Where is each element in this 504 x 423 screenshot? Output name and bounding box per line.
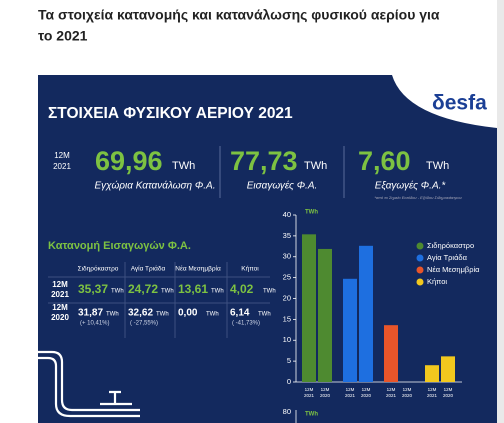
x-tick-label: 12M xyxy=(444,387,453,392)
kpi-label: Εισαγωγές Φ.Α. xyxy=(247,180,318,192)
kpi-value: 69,96 xyxy=(95,146,163,176)
bar xyxy=(384,325,398,382)
bar xyxy=(343,278,357,382)
cell-unit: TWh xyxy=(263,289,276,295)
kpi-label: Εγχώρια Κατανάλωση Φ.Α. xyxy=(95,180,216,192)
article-heading: το 2021 xyxy=(38,28,88,44)
x-tick-label: 12M xyxy=(362,387,371,392)
cell-unit: TWh xyxy=(258,312,271,318)
legend-label: Σιδηρόκαστρο xyxy=(427,241,474,250)
y-tick-label: 15 xyxy=(283,314,291,323)
cell-unit: TWh xyxy=(211,289,224,295)
y-axis-label: TWh xyxy=(305,210,318,216)
x-tick-label: 2020 xyxy=(361,393,372,398)
cell-value: 4,02 xyxy=(230,282,254,296)
row-period: 2021 xyxy=(51,290,69,299)
cell-unit: TWh xyxy=(161,289,174,295)
table-title: Κατανομή Εισαγωγών Φ.Α. xyxy=(48,240,191,252)
row-period: 12Μ xyxy=(52,280,68,289)
x-tick-label: 12M xyxy=(387,387,396,392)
y-tick-label: 30 xyxy=(283,252,291,261)
cell-unit: TWh xyxy=(156,312,169,318)
kpi-unit: TWh xyxy=(304,160,327,172)
bar xyxy=(441,356,455,382)
legend-label: Κήποι xyxy=(427,277,447,286)
logo-shape xyxy=(392,75,497,128)
y-tick-label: 10 xyxy=(283,335,291,344)
x-tick-label: 2020 xyxy=(443,393,454,398)
y-tick-label: 25 xyxy=(283,273,291,282)
column-header: Νέα Μεσημβρία xyxy=(175,265,221,273)
column-header: Σιδηρόκαστρο xyxy=(78,265,119,273)
kpi-unit: TWh xyxy=(172,160,195,172)
bar xyxy=(359,245,373,382)
cell-value: 6,14 xyxy=(230,308,250,319)
kpi-unit: TWh xyxy=(426,160,449,172)
cell-unit: TWh xyxy=(111,289,124,295)
cell-value: 0,00 xyxy=(178,308,198,319)
cell-change: ( -27,55%) xyxy=(130,321,158,327)
kpi-footnote: *από το Σημείο Εισόδου - Εξόδου Σιδηροκά… xyxy=(374,195,462,200)
legend-swatch xyxy=(416,254,424,262)
column-header: Κήποι xyxy=(241,266,259,273)
kpi-value: 7,60 xyxy=(358,146,411,176)
infographic-title: ΣΤΟΙΧΕΙΑ ΦΥΣΙΚΟΥ ΑΕΡΙΟΥ 2021 xyxy=(48,105,293,122)
legend-label: Αγία Τριάδα xyxy=(427,253,468,262)
x-tick-label: 12M xyxy=(403,387,412,392)
kpi-period: 12Μ xyxy=(54,151,70,160)
bar xyxy=(302,234,316,382)
x-tick-label: 12M xyxy=(428,387,437,392)
kpi-label: Εξαγωγές Φ.Α.* xyxy=(375,180,447,192)
y-tick-label: 40 xyxy=(283,210,291,219)
row-period: 12Μ xyxy=(52,303,68,312)
y-tick-label: 5 xyxy=(287,356,291,365)
cell-unit: TWh xyxy=(106,312,119,318)
x-tick-label: 2021 xyxy=(304,393,315,398)
x-tick-label: 2020 xyxy=(320,393,331,398)
next-unit: TWh xyxy=(305,412,318,418)
y-tick-label: 20 xyxy=(283,293,291,302)
y-tick-label: 0 xyxy=(287,377,291,386)
legend-swatch xyxy=(416,242,424,250)
logo: δesfa xyxy=(432,92,487,115)
legend-swatch xyxy=(416,278,424,286)
x-tick-label: 2021 xyxy=(386,393,397,398)
kpi-period: 2021 xyxy=(53,162,71,171)
cell-value: 24,72 xyxy=(128,282,158,296)
legend-swatch xyxy=(416,266,424,274)
x-tick-label: 12M xyxy=(346,387,355,392)
x-tick-label: 2021 xyxy=(345,393,356,398)
x-tick-label: 2020 xyxy=(402,393,413,398)
scroll-strip xyxy=(497,0,504,423)
cell-value: 13,61 xyxy=(178,282,208,296)
x-tick-label: 12M xyxy=(321,387,330,392)
x-tick-label: 12M xyxy=(305,387,314,392)
cell-change: (+ 10,41%) xyxy=(80,321,110,327)
bar xyxy=(425,365,439,382)
cell-value: 31,87 xyxy=(78,308,103,319)
cell-value: 35,37 xyxy=(78,282,108,296)
cell-unit: TWh xyxy=(206,312,219,318)
article-heading: Τα στοιχεία κατανομής και κατανάλωσης φυ… xyxy=(38,7,440,23)
next-tick-label: 80 xyxy=(283,407,291,416)
kpi-value: 77,73 xyxy=(230,146,298,176)
x-tick-label: 2021 xyxy=(427,393,438,398)
row-period: 2020 xyxy=(51,313,69,322)
legend-label: Νέα Μεσημβρία xyxy=(427,265,480,274)
cell-value: 32,62 xyxy=(128,308,153,319)
pipes xyxy=(38,350,140,418)
bar xyxy=(318,248,332,382)
cell-change: ( -41,73%) xyxy=(232,321,260,327)
column-header: Αγία Τριάδα xyxy=(131,265,166,273)
y-tick-label: 35 xyxy=(283,231,291,240)
